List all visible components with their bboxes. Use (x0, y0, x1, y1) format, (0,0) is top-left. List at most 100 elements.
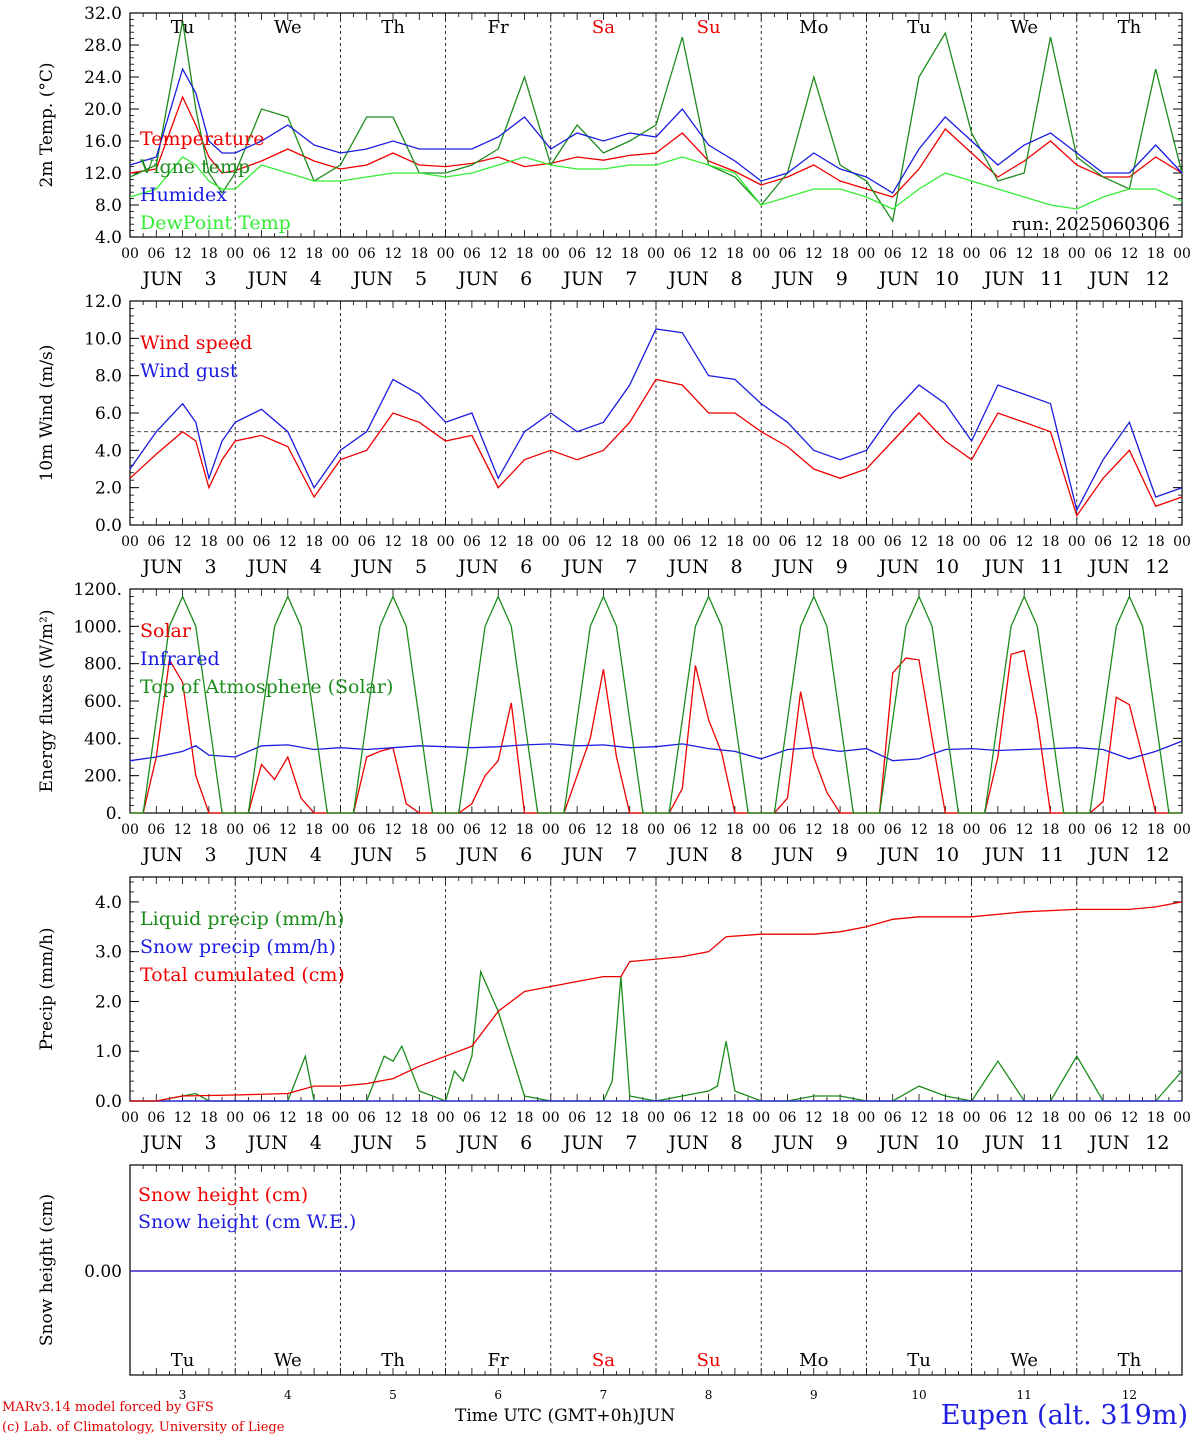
hour-label: 00 (647, 822, 665, 838)
date-label: 11 (1040, 844, 1064, 866)
y-tick-label: 16.0 (84, 132, 122, 152)
date-label: 3 (205, 1132, 217, 1154)
hour-label: 06 (463, 246, 481, 262)
weekday-label: We (274, 1350, 302, 1371)
hour-label: 00 (226, 822, 244, 838)
date-label: 8 (731, 844, 743, 866)
hour-label: 06 (779, 534, 797, 550)
hour-label: 18 (936, 1110, 954, 1126)
hour-label: 18 (1147, 246, 1165, 262)
hour-label: 18 (936, 246, 954, 262)
hour-label: 00 (963, 246, 981, 262)
hour-label: 06 (568, 246, 586, 262)
hour-label: 06 (989, 534, 1007, 550)
hour-label: 18 (410, 1110, 428, 1126)
legend-entry: Snow precip (mm/h) (140, 936, 336, 958)
y-tick-label: 4.0 (95, 893, 122, 913)
weekday-label: Th (381, 17, 405, 38)
hour-label: 18 (410, 534, 428, 550)
series-line-vigne-temp (129, 20, 1183, 223)
date-number: 3 (179, 1388, 187, 1402)
month-label: JUN (982, 1132, 1024, 1154)
weekday-label: Mo (799, 1350, 828, 1371)
hour-label: 00 (963, 1110, 981, 1126)
weekday-label: Tu (907, 1350, 931, 1371)
y-tick-label: 0.0 (95, 516, 122, 536)
y-tick-label: 10.0 (84, 329, 122, 349)
lab-credit: (c) Lab. of Climatology, University of L… (2, 1420, 285, 1435)
date-label: 11 (1040, 556, 1064, 578)
chart-panel-3: 0. 200. 400. 600. 800. 1000. 1200. Energy fluxe… (37, 580, 1191, 866)
time-axis-main: Time UTC (GMT+0h) (455, 1406, 640, 1426)
date-label: 7 (625, 1132, 637, 1154)
hour-label: 18 (621, 534, 639, 550)
hour-label: 12 (489, 246, 507, 262)
date-label: 6 (520, 556, 532, 578)
date-label: 10 (935, 268, 959, 290)
hour-label: 06 (1094, 246, 1112, 262)
month-label: JUN (351, 844, 393, 866)
month-label: JUN (666, 268, 708, 290)
weekday-label: We (1010, 1350, 1038, 1371)
hour-label: 00 (331, 534, 349, 550)
time-axis-month: JUN (639, 1406, 676, 1426)
hour-label: 06 (673, 246, 691, 262)
hour-label: 00 (542, 246, 560, 262)
hour-label: 00 (331, 822, 349, 838)
month-label: JUN (982, 844, 1024, 866)
hour-label: 06 (1094, 534, 1112, 550)
hour-label: 12 (594, 534, 612, 550)
y-tick-label: 4.0 (95, 228, 122, 248)
y-tick-label: 3.0 (95, 943, 122, 963)
hour-label: 12 (700, 822, 718, 838)
hour-label: 18 (1147, 822, 1165, 838)
hour-label: 18 (1042, 822, 1060, 838)
month-label: JUN (877, 556, 919, 578)
hour-label: 12 (384, 246, 402, 262)
legend-entry: Vigne temp (139, 156, 250, 178)
y-tick-label: 1000. (73, 617, 122, 637)
hour-label: 06 (253, 246, 271, 262)
date-label: 10 (935, 844, 959, 866)
hour-label: 12 (1015, 534, 1033, 550)
date-label: 3 (205, 844, 217, 866)
date-label: 5 (415, 1132, 427, 1154)
hour-label: 12 (700, 1110, 718, 1126)
legend-entry: Liquid precip (mm/h) (140, 908, 344, 930)
hour-label: 00 (1173, 822, 1191, 838)
hour-label: 00 (1173, 246, 1191, 262)
hour-label: 06 (568, 534, 586, 550)
hour-label: 18 (726, 822, 744, 838)
hour-label: 12 (1120, 822, 1138, 838)
month-label: JUN (1087, 844, 1129, 866)
date-number: 8 (705, 1388, 713, 1402)
hour-label: 00 (226, 534, 244, 550)
hour-label: 06 (358, 534, 376, 550)
weekday-label: Fr (488, 17, 509, 38)
hour-label: 18 (726, 1110, 744, 1126)
y-tick-label: 1.0 (95, 1042, 122, 1062)
weekday-label: Tu (171, 1350, 195, 1371)
weekday-label: Su (697, 1350, 721, 1371)
weekday-label: Th (1118, 1350, 1142, 1371)
month-label: JUN (351, 556, 393, 578)
hour-label: 18 (831, 1110, 849, 1126)
hour-label: 06 (568, 1110, 586, 1126)
hour-label: 12 (594, 246, 612, 262)
legend-entry: Wind speed (140, 332, 252, 354)
date-number: 7 (600, 1388, 608, 1402)
hour-label: 00 (1068, 1110, 1086, 1126)
hour-label: 12 (805, 246, 823, 262)
hour-label: 18 (516, 822, 534, 838)
month-label: JUN (1087, 268, 1129, 290)
weekday-label: Sa (592, 1350, 615, 1371)
weekday-label: Th (381, 1350, 405, 1371)
date-number: 10 (911, 1388, 926, 1402)
hour-label: 06 (989, 1110, 1007, 1126)
date-number: 5 (389, 1388, 397, 1402)
hour-label: 18 (305, 534, 323, 550)
y-tick-label: 28.0 (84, 36, 122, 56)
hour-label: 00 (752, 246, 770, 262)
weekday-label: Th (1118, 17, 1142, 38)
hour-label: 18 (621, 246, 639, 262)
